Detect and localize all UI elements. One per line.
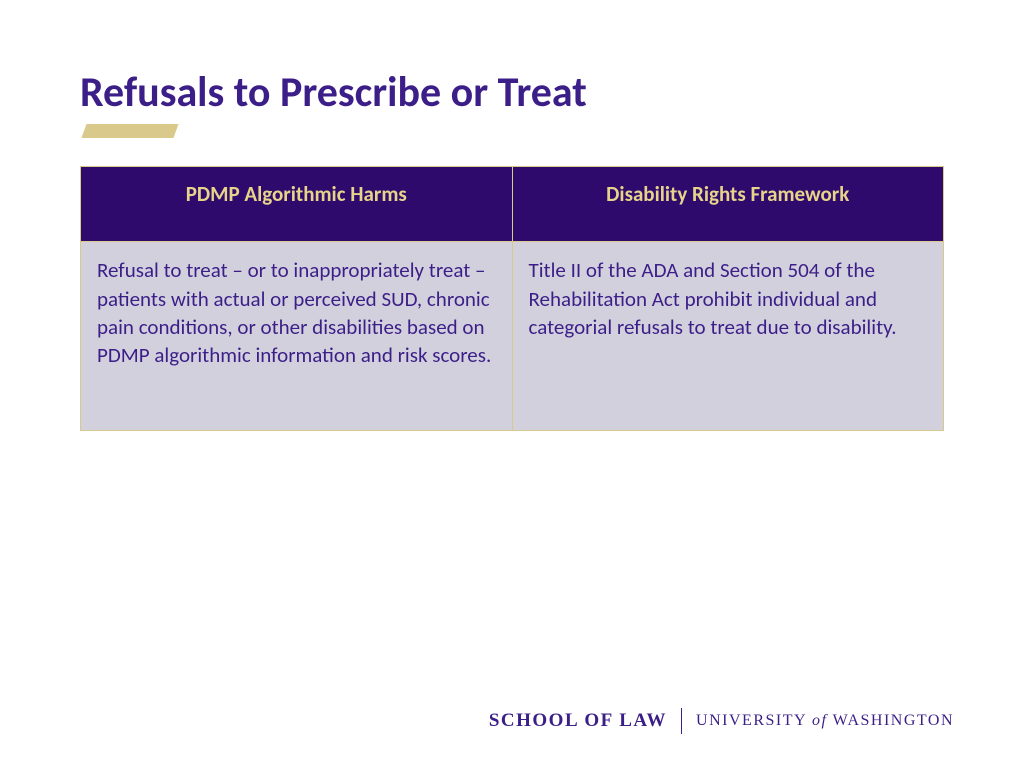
col-header-harms: PDMP Algorithmic Harms: [81, 167, 513, 242]
slide-title: Refusals to Prescribe or Treat: [80, 70, 944, 116]
footer-divider: [681, 708, 682, 734]
footer-univ-prefix: UNIVERSITY: [696, 712, 806, 729]
comparison-table: PDMP Algorithmic Harms Disability Rights…: [80, 166, 944, 430]
footer-school: SCHOOL OF LAW: [489, 710, 681, 732]
footer-univ-name: WASHINGTON: [833, 712, 954, 729]
footer-univ-of: of: [812, 712, 827, 729]
title-underline: [81, 124, 178, 138]
cell-harms: Refusal to treat – or to inappropriately…: [81, 242, 513, 430]
col-header-rights: Disability Rights Framework: [512, 167, 944, 242]
table-header-row: PDMP Algorithmic Harms Disability Rights…: [81, 167, 944, 242]
footer-university: UNIVERSITY of WASHINGTON: [696, 712, 954, 730]
table-row: Refusal to treat – or to inappropriately…: [81, 242, 944, 430]
cell-rights: Title II of the ADA and Section 504 of t…: [512, 242, 944, 430]
slide: Refusals to Prescribe or Treat PDMP Algo…: [0, 0, 1024, 768]
footer-logo: SCHOOL OF LAW UNIVERSITY of WASHINGTON: [489, 708, 954, 734]
